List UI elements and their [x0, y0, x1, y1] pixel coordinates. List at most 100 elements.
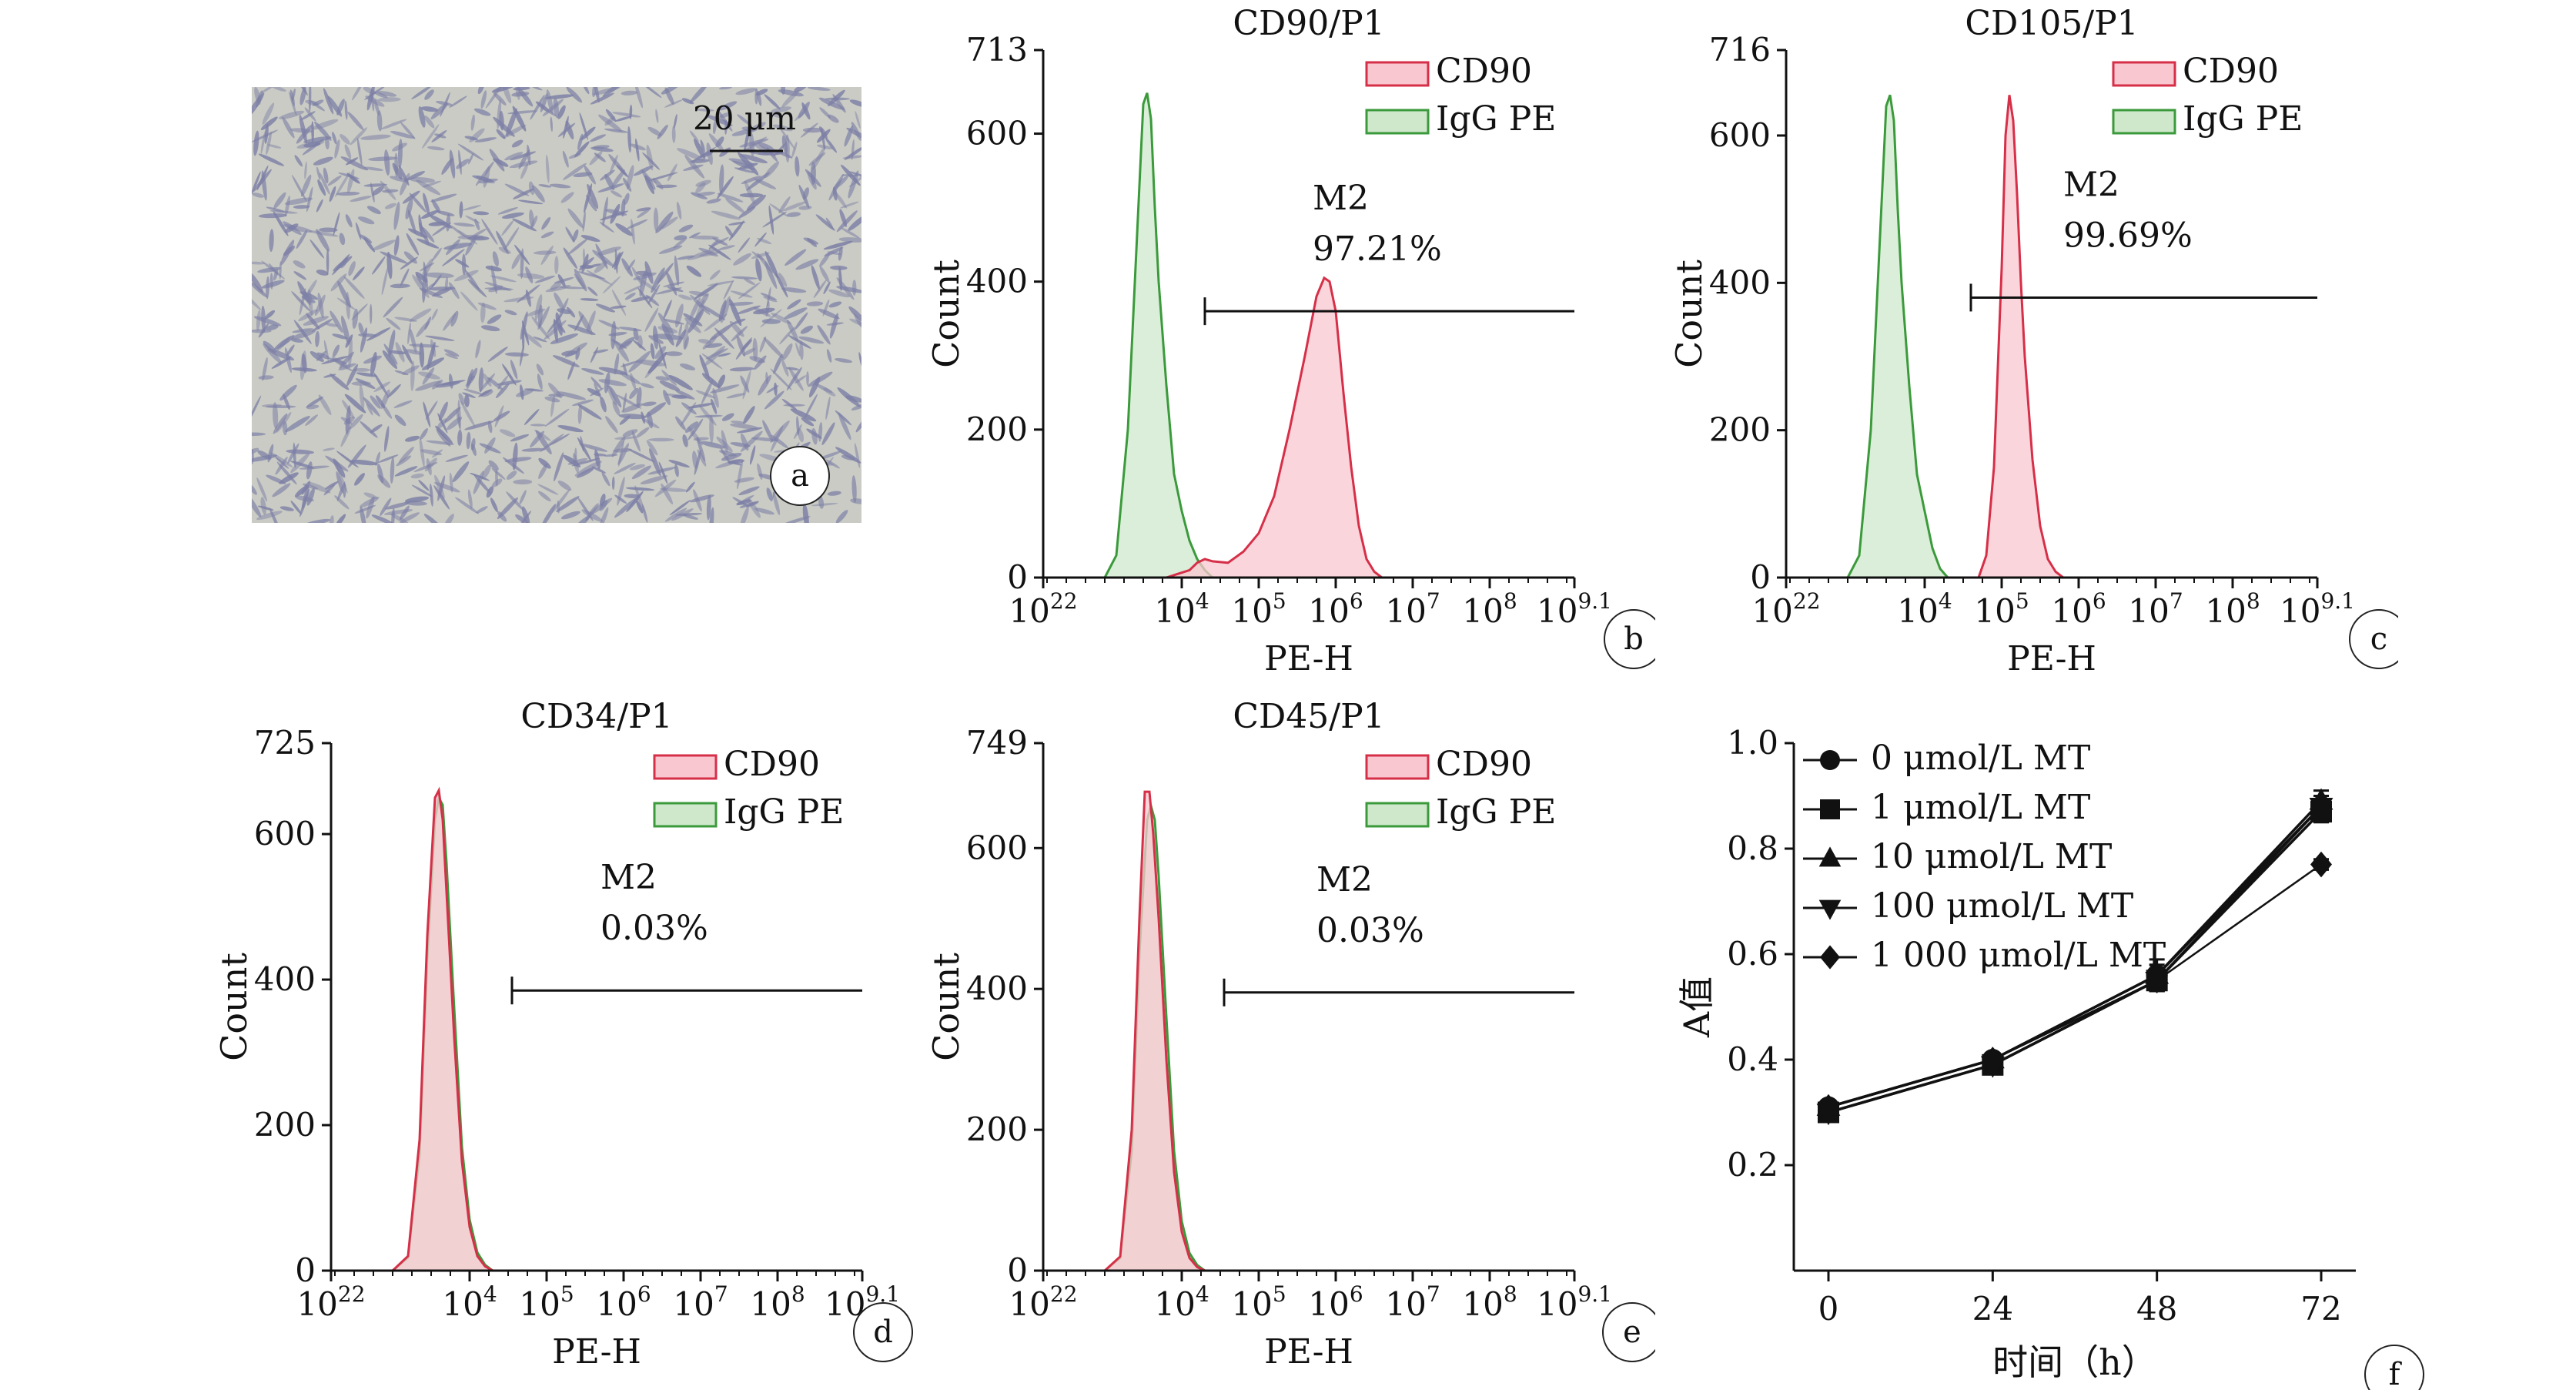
cell	[686, 265, 702, 277]
y-tick-label: 0	[295, 1251, 316, 1289]
cell	[825, 396, 831, 420]
cell	[836, 286, 861, 293]
cell	[650, 343, 655, 360]
cell	[404, 501, 427, 506]
y-axis-label: Count	[925, 953, 967, 1061]
cell	[307, 289, 313, 317]
cell	[835, 510, 848, 523]
cell	[299, 114, 307, 144]
cell	[457, 430, 463, 446]
cell	[464, 269, 480, 290]
cell	[366, 206, 381, 215]
cell	[421, 124, 440, 149]
cell	[848, 306, 861, 323]
cell	[605, 416, 618, 434]
cell	[446, 239, 460, 256]
cell	[424, 89, 434, 100]
cell	[382, 350, 398, 370]
cell	[655, 376, 670, 381]
cell	[646, 440, 658, 456]
cell	[340, 156, 369, 171]
cell	[658, 245, 683, 254]
cell	[728, 301, 754, 306]
cell	[642, 152, 661, 170]
cell	[690, 159, 710, 163]
cell	[695, 182, 706, 193]
cell	[624, 285, 643, 294]
histogram-cd34: 0 200 400 600 725 1022 104 105 106 107 108 109.1 CD3…	[213, 697, 913, 1372]
cell	[536, 363, 544, 376]
cell	[444, 276, 449, 291]
cell	[526, 308, 546, 317]
cell	[289, 91, 297, 116]
cell	[791, 141, 798, 158]
cell	[363, 183, 387, 187]
cell	[708, 133, 725, 153]
cell	[468, 152, 474, 165]
cell	[578, 310, 593, 336]
cell	[693, 437, 709, 441]
x-tick-label: 106	[2051, 588, 2106, 630]
cell	[762, 420, 774, 442]
cell	[544, 408, 570, 427]
cell	[614, 340, 630, 362]
cell	[712, 236, 729, 246]
cell	[360, 420, 378, 438]
cell	[447, 417, 463, 430]
cell	[290, 461, 315, 469]
cell	[345, 334, 353, 348]
y-tick-label: 0	[1007, 558, 1028, 596]
cell	[460, 291, 478, 311]
cell	[423, 401, 431, 427]
cell	[740, 375, 750, 393]
cell	[774, 142, 787, 156]
panel-letter: f	[2389, 1357, 2403, 1390]
cell	[721, 430, 728, 453]
cell	[493, 92, 507, 106]
cell	[469, 128, 485, 142]
cell	[258, 213, 287, 219]
cell	[374, 92, 388, 99]
cell	[332, 333, 348, 340]
cell	[595, 243, 608, 270]
cell	[467, 236, 490, 241]
cell	[430, 193, 457, 203]
cell	[322, 447, 335, 451]
cell	[252, 272, 263, 293]
cell	[304, 161, 307, 179]
cell	[584, 165, 596, 185]
cell	[309, 100, 325, 112]
cell	[663, 319, 685, 325]
cell	[333, 212, 340, 236]
cell	[774, 272, 788, 298]
cell	[810, 162, 816, 185]
cell	[340, 417, 353, 425]
cell	[592, 87, 621, 95]
cell	[554, 276, 574, 284]
cell	[778, 196, 791, 214]
cell	[760, 293, 778, 300]
cell	[766, 385, 779, 394]
cell	[630, 143, 646, 151]
cell	[364, 87, 386, 100]
cell	[594, 383, 602, 400]
cell	[460, 400, 476, 427]
cell	[296, 229, 308, 250]
cell	[798, 184, 810, 209]
cell	[764, 260, 778, 289]
cell	[701, 379, 714, 404]
cell	[629, 387, 638, 400]
x-tick-label: 108	[1462, 588, 1517, 630]
cell	[269, 229, 274, 253]
legend-label: IgG PE	[1436, 99, 1556, 139]
cell	[436, 210, 455, 216]
cell	[504, 310, 517, 316]
cell	[453, 270, 479, 282]
cell	[580, 298, 599, 301]
cell	[424, 317, 432, 330]
cell	[674, 464, 679, 477]
cell	[608, 385, 622, 408]
cell	[855, 417, 861, 433]
marker-diamond	[1982, 1047, 2004, 1073]
cell	[360, 506, 366, 523]
